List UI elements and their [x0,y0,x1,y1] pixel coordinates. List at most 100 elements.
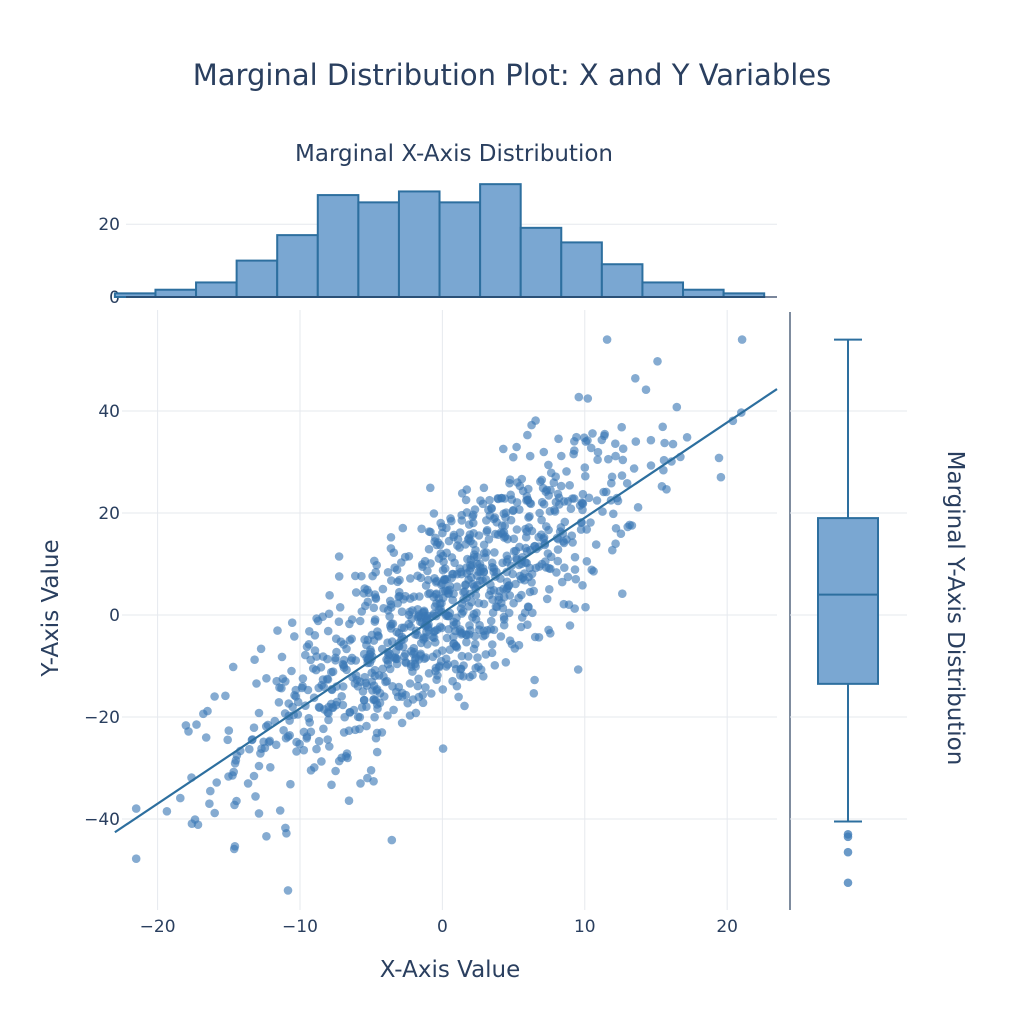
scatter-point [131,804,141,813]
scatter-point [474,625,484,634]
scatter-point [426,483,435,493]
scatter-point [262,832,271,841]
scatter-point [361,678,371,688]
scatter-point [448,569,457,579]
scatter-point [422,614,431,623]
scatter-point [460,701,469,711]
scatter-point [505,636,515,645]
scatter-point [539,447,549,457]
scatter-point [467,573,476,582]
scatter-point [393,599,403,608]
y-axis-title: Y-Axis Value [38,539,64,677]
scatter-point [317,757,326,766]
scatter-point [523,602,533,611]
scatter-point [305,718,315,727]
scatter-point [557,577,567,587]
scatter-point [486,616,496,626]
scatter-points [131,335,747,895]
scatter-point [283,886,293,895]
scatter-point [406,622,415,631]
scatter-point [351,571,360,581]
scatter-point [359,695,369,705]
scatter-point [542,522,551,531]
scatter-point [509,505,518,515]
scatter-point [224,772,233,781]
scatter-point [559,538,569,548]
scatter-point [414,610,424,619]
scatter-point [631,374,640,383]
scatter-point [413,681,423,691]
scatter-point [544,460,553,470]
y-axis-tick-labels: −40 −20 0 20 40 [84,402,120,830]
scatter-point [371,593,381,602]
scatter-point [351,588,361,597]
scatter-point [466,626,475,635]
scatter-point [313,616,323,626]
y-tick-label: 40 [98,402,120,422]
scatter-point [618,455,628,465]
scatter-point [371,733,381,743]
scatter-point [345,636,355,645]
scatter-point [479,672,488,681]
histogram-bar [641,281,685,299]
scatter-point [527,569,537,579]
scatter-point [438,685,448,694]
scatter-point [297,683,307,693]
scatter-point [455,528,465,537]
scatter-point [553,545,563,554]
scatter-point [406,574,415,583]
scatter-point [457,630,466,639]
scatter-point [363,635,373,645]
scatter-point [362,721,371,731]
scatter-point [512,442,521,452]
scatter-point [450,659,459,669]
histogram-bar [479,183,522,298]
scatter-point [490,548,499,557]
scatter-point [275,683,284,692]
scatter-point [324,609,334,619]
scatter-point [193,820,203,829]
marginal-y-title: Marginal Y-Axis Distribution [942,451,968,766]
scatter-point [397,558,406,567]
scatter-point [608,545,617,555]
scatter-point [617,422,626,432]
scatter-point [525,451,535,461]
scatter-point [426,527,435,537]
scatter-point [452,582,462,591]
scatter-point [470,505,480,514]
scatter-point [517,474,527,484]
scatter-point [509,452,518,462]
scatter-point [442,548,452,558]
scatter-point [397,607,407,616]
scatter-point [417,524,426,534]
scatter-point [586,443,596,453]
histogram-tick-label: 20 [98,215,120,235]
scatter-point [299,727,309,737]
histogram-bar [195,281,238,299]
scatter-point [512,525,522,534]
scatter-point [394,592,404,602]
scatter-point [517,590,526,600]
scatter-point [271,740,281,750]
scatter-point [570,552,580,562]
scatter-point [206,786,215,796]
scatter-point [546,485,555,495]
scatter-point [505,475,515,485]
scatter-point [611,539,620,548]
scatter-point [479,548,489,558]
scatter-point [424,669,434,678]
scatter-point [357,571,366,581]
scatter-point [660,438,669,448]
scatter-point [471,663,481,673]
scatter-point [464,520,474,529]
scatter-point [567,531,577,540]
scatter-point [453,541,462,550]
scatter-point [378,584,388,594]
scatter-point [331,766,340,776]
scatter-point [560,563,569,572]
scatter-point [607,478,616,488]
scatter-point [273,626,282,635]
scatter-point [230,759,240,768]
scatter-point [318,652,328,661]
scatter-point [474,531,484,540]
